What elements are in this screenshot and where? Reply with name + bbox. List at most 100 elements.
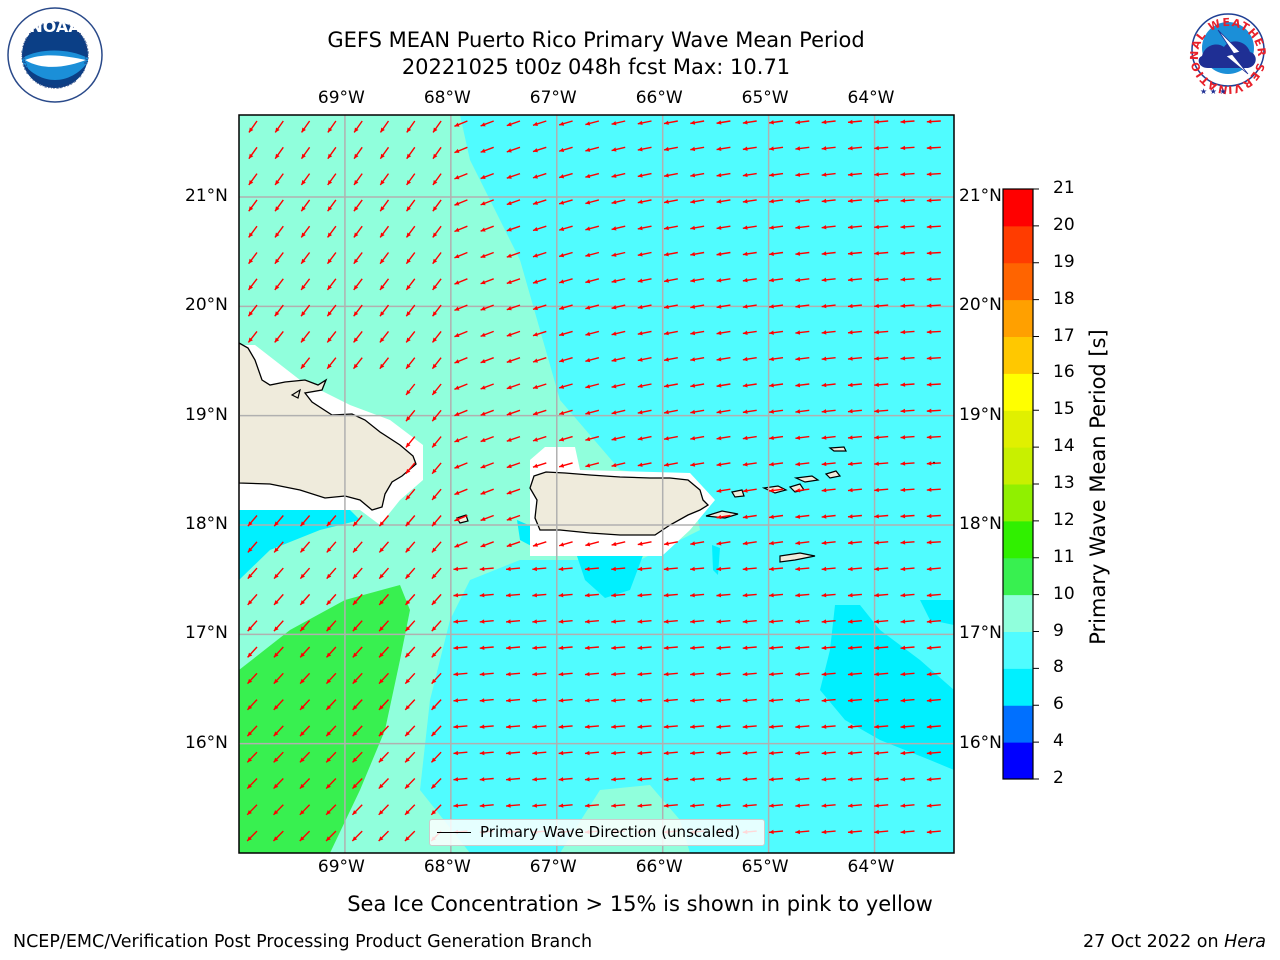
land-saona xyxy=(290,388,301,399)
wave-direction-arrow xyxy=(847,198,862,203)
wave-direction-arrow xyxy=(247,567,258,580)
colorbar-tick-label: 12 xyxy=(1053,509,1075,530)
wave-direction-arrow xyxy=(558,146,573,153)
wave-direction-arrow xyxy=(742,541,757,546)
wave-direction-arrow xyxy=(637,671,652,677)
wave-direction-arrow xyxy=(506,304,521,311)
colorbar xyxy=(1003,188,1039,780)
wave-direction-arrow xyxy=(611,541,626,547)
wave-direction-arrow xyxy=(300,173,311,186)
period-band-6-8-vi xyxy=(712,545,720,575)
wave-direction-arrow xyxy=(926,619,941,624)
wave-direction-arrow xyxy=(505,777,521,782)
wave-direction-arrow xyxy=(585,251,600,258)
wave-direction-arrow xyxy=(480,199,494,206)
wave-direction-arrow xyxy=(480,462,494,469)
wave-direction-arrow xyxy=(353,278,363,291)
wave-direction-arrow xyxy=(926,277,941,282)
wave-direction-arrow xyxy=(900,593,915,598)
wave-direction-arrow xyxy=(900,251,915,256)
wave-direction-arrow xyxy=(742,330,757,335)
wave-direction-arrow xyxy=(273,725,284,737)
wave-direction-arrow xyxy=(663,199,678,204)
wave-direction-arrow xyxy=(431,593,442,606)
wave-direction-arrow xyxy=(663,146,678,152)
wave-direction-arrow xyxy=(247,620,258,632)
wave-direction-arrow xyxy=(742,172,757,178)
wave-direction-arrow xyxy=(273,567,284,580)
wave-direction-arrow xyxy=(558,251,573,258)
wave-direction-arrow xyxy=(900,777,915,782)
wave-direction-arrow xyxy=(690,619,705,624)
wave-direction-arrow xyxy=(663,803,678,808)
wave-direction-arrow xyxy=(637,593,652,598)
wave-direction-arrow xyxy=(847,330,862,335)
wave-direction-arrow xyxy=(847,119,862,125)
wave-direction-arrow xyxy=(795,488,810,493)
wave-direction-arrow xyxy=(926,645,941,650)
wave-direction-arrow xyxy=(900,724,915,729)
wave-direction-arrow xyxy=(637,462,652,467)
wave-direction-arrow xyxy=(690,357,705,362)
wave-direction-arrow xyxy=(585,304,600,310)
wave-direction-arrow xyxy=(926,698,941,703)
wave-direction-arrow xyxy=(874,540,889,545)
wave-direction-arrow xyxy=(847,777,862,782)
wave-direction-arrow xyxy=(795,829,810,835)
wave-direction-arrow xyxy=(742,724,757,729)
period-band-6-8-east xyxy=(820,605,954,770)
wave-direction-arrow xyxy=(506,488,521,495)
title-line-1: GEFS MEAN Puerto Rico Primary Wave Mean … xyxy=(327,28,865,52)
wave-direction-arrow xyxy=(611,698,626,703)
wave-direction-arrow xyxy=(716,566,731,572)
wave-direction-arrow xyxy=(453,593,468,598)
wave-direction-arrow xyxy=(690,146,705,152)
wave-direction-arrow xyxy=(325,778,337,790)
wave-direction-arrow xyxy=(611,278,626,284)
wave-direction-arrow xyxy=(663,172,678,178)
wave-direction-arrow xyxy=(454,172,468,180)
wave-direction-arrow xyxy=(532,619,547,624)
wave-direction-arrow xyxy=(821,461,836,467)
wave-direction-arrow xyxy=(378,672,390,685)
lon-tick-label-bottom: 67°W xyxy=(529,857,577,877)
wave-direction-arrow xyxy=(821,593,836,598)
wave-direction-arrow xyxy=(611,251,626,257)
wave-direction-arrow xyxy=(847,619,862,624)
wave-direction-arrow xyxy=(821,829,836,835)
wave-direction-arrow xyxy=(505,698,521,703)
wave-direction-arrow xyxy=(532,409,547,416)
wave-direction-arrow xyxy=(637,278,652,283)
colorbar-tick-label: 4 xyxy=(1053,731,1064,752)
wave-direction-arrow xyxy=(246,699,258,711)
wave-direction-arrow xyxy=(795,198,810,204)
wave-direction-arrow xyxy=(874,566,889,572)
wave-direction-arrow xyxy=(663,357,678,362)
wave-direction-arrow xyxy=(326,357,337,370)
wave-direction-arrow xyxy=(847,277,862,282)
wave-direction-arrow xyxy=(532,777,547,782)
wave-direction-arrow xyxy=(637,724,652,729)
wave-direction-arrow xyxy=(405,541,416,553)
lat-tick-label-right: 20°N xyxy=(959,295,1002,316)
colorbar-tick-label: 21 xyxy=(1053,178,1075,198)
wave-direction-arrow xyxy=(716,619,731,624)
wave-direction-arrow xyxy=(506,172,521,179)
lat-tick-label-right: 21°N xyxy=(959,186,1002,206)
land-culebra xyxy=(731,489,745,498)
wave-direction-arrow xyxy=(663,593,678,598)
wave-direction-arrow xyxy=(585,409,600,415)
wave-direction-arrow xyxy=(454,514,468,522)
wave-direction-arrow xyxy=(326,567,337,580)
wave-direction-arrow xyxy=(926,513,941,519)
wave-direction-arrow xyxy=(847,540,862,545)
wave-direction-arrow xyxy=(663,566,678,572)
wave-direction-arrow xyxy=(352,725,363,737)
wave-direction-arrow xyxy=(663,671,678,677)
wave-direction-arrow xyxy=(900,198,915,203)
wave-direction-arrow xyxy=(926,303,941,308)
wave-direction-arrow xyxy=(611,803,626,808)
wave-direction-arrow xyxy=(558,566,573,572)
wave-direction-arrow xyxy=(532,330,547,337)
